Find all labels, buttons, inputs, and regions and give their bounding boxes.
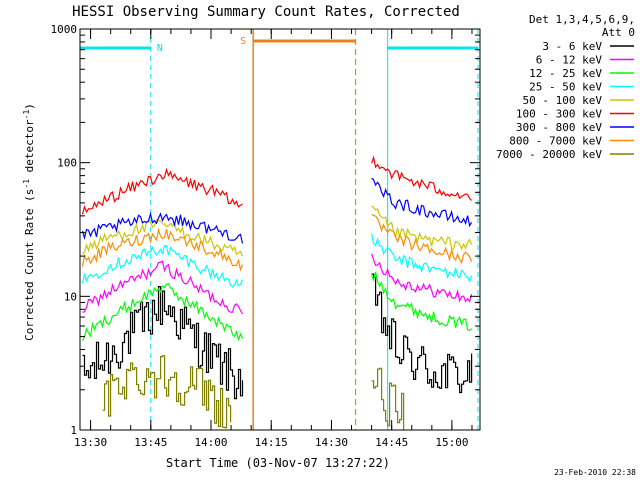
y-tick-label-2: 100	[57, 157, 77, 170]
series-2	[81, 271, 473, 342]
plot-frame	[79, 28, 481, 431]
timestamp: 23-Feb-2010 22:38	[554, 468, 636, 477]
legend-label-5: 100 - 300 keV	[516, 108, 602, 121]
annotations: NS	[80, 29, 479, 430]
legend-label-8: 7000 - 20000 keV	[496, 148, 602, 161]
series-1-segment-1	[371, 253, 473, 303]
x-tick-label-6: 15:00	[435, 436, 468, 449]
y-axis-label: Corrected Count Rate (s-1 detector-1)	[22, 103, 36, 341]
series-8-segment-0	[102, 355, 232, 429]
x-tick-label-0: 13:30	[74, 436, 107, 449]
y-tick-label-0: 1	[70, 424, 77, 437]
y-axis-label-end: )	[23, 103, 36, 110]
legend-label-3: 25 - 50 keV	[529, 81, 602, 94]
y-tick-label-1: 10	[64, 290, 77, 303]
legend-label-2: 12 - 25 keV	[529, 67, 602, 80]
y-axis-label-main: Corrected Count Rate (s	[23, 189, 36, 341]
series-8	[102, 355, 405, 430]
series-7-segment-1	[371, 213, 473, 265]
series-0-segment-0	[82, 286, 244, 400]
series-6-segment-1	[371, 177, 473, 228]
legend-label-7: 800 - 7000 keV	[509, 135, 602, 148]
y-tick-label-3: 1000	[51, 23, 78, 36]
y-axis-label-sup: -1	[22, 179, 31, 189]
series-3-segment-0	[81, 245, 244, 288]
axes: 1 10 100 1000 13:30 13:45 14:00 14:15 14:30 14:45…	[51, 23, 481, 449]
series-1	[82, 253, 473, 315]
x-tick-label-2: 14:00	[194, 436, 227, 449]
series-7	[81, 213, 473, 272]
series-5-segment-1	[371, 155, 473, 201]
series-2-segment-1	[371, 271, 473, 332]
legend-subtitle: Att 0	[602, 26, 635, 39]
x-axis-label: Start Time (03-Nov-07 13:27:22)	[166, 456, 390, 470]
night-label: N	[157, 43, 163, 54]
series-4-segment-0	[82, 219, 244, 257]
x-tick-label-3: 14:15	[255, 436, 288, 449]
series-7-segment-0	[81, 227, 244, 272]
y-axis-label-mid: detector	[23, 119, 36, 179]
series-3-segment-1	[371, 233, 473, 283]
series-6	[81, 177, 473, 244]
series-2-segment-0	[81, 282, 244, 342]
series-5	[81, 155, 473, 215]
series-8-segment-1	[371, 367, 405, 430]
series-6-segment-0	[81, 211, 244, 244]
legend-label-4: 50 - 100 keV	[523, 94, 603, 107]
saa-label: S	[240, 36, 246, 47]
svg-text:Corrected Count Rate (s-1 dete: Corrected Count Rate (s-1 detector-1)	[22, 103, 36, 341]
series-4	[82, 205, 473, 257]
series-1-segment-0	[82, 260, 244, 315]
legend-label-6: 300 - 800 keV	[516, 121, 602, 134]
x-tick-label-1: 13:45	[134, 436, 167, 449]
series-0	[82, 273, 473, 400]
legend-label-1: 6 - 12 keV	[536, 54, 603, 67]
series-4-segment-1	[371, 205, 473, 251]
chart-title: HESSI Observing Summary Count Rates, Cor…	[72, 4, 460, 20]
series-5-segment-0	[81, 167, 243, 215]
series-0-segment-1	[371, 273, 473, 394]
legend-label-0: 3 - 6 keV	[542, 40, 602, 53]
legend-title: Det 1,3,4,5,6,9,	[529, 13, 635, 26]
x-tick-label-5: 14:45	[375, 436, 408, 449]
series-layer	[81, 155, 473, 430]
series-3	[81, 233, 473, 288]
y-axis-label-sup2: -1	[22, 110, 31, 120]
x-tick-label-4: 14:30	[315, 436, 348, 449]
